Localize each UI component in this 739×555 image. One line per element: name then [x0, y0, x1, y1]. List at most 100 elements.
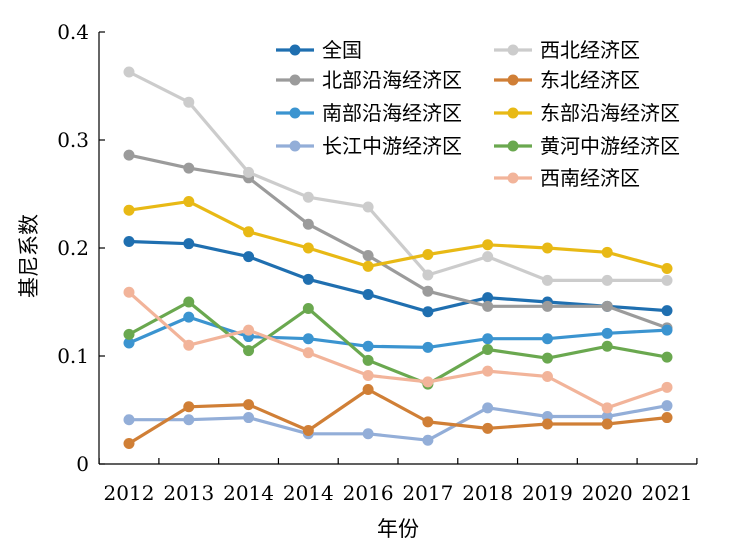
x-tick-label: 2012: [104, 481, 155, 505]
legend-label: 西南经济区: [540, 166, 640, 190]
data-point: [422, 341, 434, 353]
data-point: [183, 238, 195, 250]
y-tick-label: 0.3: [57, 128, 89, 152]
legend-item: 西北经济区: [494, 38, 640, 62]
data-point: [302, 191, 314, 203]
data-point: [362, 288, 374, 300]
series-line: [128, 239, 668, 314]
data-point: [243, 324, 255, 336]
data-point: [482, 422, 494, 434]
data-point: [541, 418, 553, 430]
series-layer: [123, 66, 673, 449]
data-point: [302, 218, 314, 230]
data-point: [422, 269, 434, 281]
data-point: [482, 344, 494, 356]
legend-swatch-marker: [289, 74, 301, 86]
data-point: [601, 300, 613, 312]
data-point: [362, 369, 374, 381]
data-point: [123, 149, 135, 161]
x-tick-label: 2018: [462, 481, 513, 505]
axes-layer: 0 0.1 0.2 0.3 0.4 2012 2013 2014 2014 2016 2017 201…: [57, 20, 698, 505]
data-point: [661, 263, 673, 275]
data-point: [422, 248, 434, 260]
data-point: [422, 416, 434, 428]
data-point: [661, 400, 673, 412]
legend-swatch-marker: [289, 107, 301, 119]
legend-label: 全国: [322, 38, 362, 62]
data-point: [183, 162, 195, 174]
data-point: [302, 242, 314, 254]
data-point: [183, 339, 195, 351]
data-point: [123, 437, 135, 449]
legend-label: 东北经济区: [540, 68, 640, 92]
series-line: [128, 315, 668, 349]
data-point: [482, 402, 494, 414]
data-point: [183, 414, 195, 426]
data-point: [362, 354, 374, 366]
legend-item: 南部沿海经济区: [276, 101, 462, 125]
data-point: [661, 412, 673, 424]
x-tick-label: 2021: [642, 481, 693, 505]
data-point: [661, 351, 673, 363]
data-point: [243, 412, 255, 424]
data-point: [362, 340, 374, 352]
data-point: [541, 352, 553, 364]
data-point: [482, 333, 494, 345]
data-point: [482, 239, 494, 251]
data-point: [482, 251, 494, 263]
data-point: [541, 410, 553, 422]
data-point: [362, 383, 374, 395]
legend-item: 黄河中游经济区: [494, 134, 680, 158]
data-point: [123, 236, 135, 248]
legend-swatch-marker: [507, 140, 519, 152]
data-point: [422, 434, 434, 446]
x-axis-title: 年份: [377, 517, 419, 541]
data-point: [123, 337, 135, 349]
series-line: [128, 70, 667, 282]
legend-item: 全国: [276, 38, 362, 62]
data-point: [362, 260, 374, 272]
legend-swatch-marker: [507, 74, 519, 86]
x-tick-label: 2016: [343, 481, 394, 505]
data-point: [541, 371, 553, 383]
legend-swatch-marker: [507, 172, 519, 184]
legend-item: 东部沿海经济区: [494, 101, 680, 125]
data-point: [362, 201, 374, 213]
legend-label: 黄河中游经济区: [540, 134, 680, 158]
data-point: [422, 306, 434, 318]
data-point: [302, 347, 314, 359]
y-tick-label: 0.4: [57, 20, 89, 44]
series-line: [128, 200, 668, 271]
series-line: [129, 404, 668, 442]
data-point: [601, 274, 613, 286]
data-point: [183, 401, 195, 413]
data-point: [123, 328, 135, 340]
x-tick-label: 2020: [582, 481, 633, 505]
data-point: [123, 286, 135, 298]
data-point: [601, 410, 613, 422]
legend-swatch-marker: [507, 44, 519, 56]
x-tick-label: 2017: [402, 481, 453, 505]
legend-swatch-marker: [289, 140, 301, 152]
legend-item: 北部沿海经济区: [276, 68, 462, 92]
series-line: [127, 291, 668, 410]
data-point: [482, 365, 494, 377]
legend-label: 北部沿海经济区: [322, 68, 462, 92]
data-point: [183, 311, 195, 323]
series-西南经济区: [123, 286, 673, 414]
data-point: [243, 166, 255, 178]
data-point: [243, 345, 255, 357]
legend-item: 东北经济区: [494, 68, 640, 92]
legend-item: 西南经济区: [494, 166, 640, 190]
data-point: [601, 418, 613, 430]
data-point: [601, 327, 613, 339]
data-point: [541, 333, 553, 345]
series-line: [128, 300, 668, 386]
data-point: [422, 376, 434, 388]
data-point: [541, 300, 553, 312]
legend-swatch-marker: [507, 107, 519, 119]
series-line: [128, 153, 668, 330]
data-point: [302, 425, 314, 437]
